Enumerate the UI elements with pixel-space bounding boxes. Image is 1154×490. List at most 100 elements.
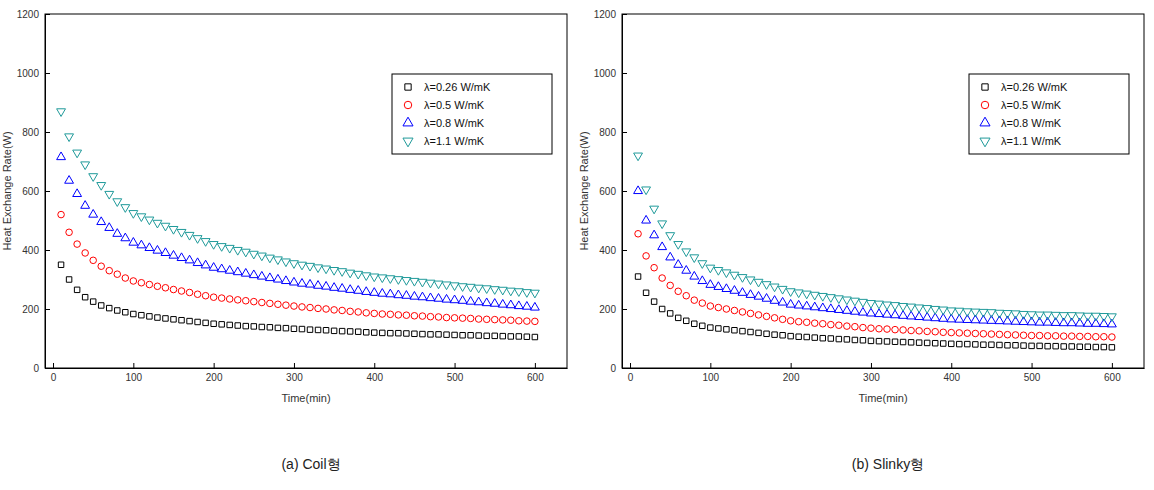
x-tick-mark xyxy=(455,363,456,368)
point xyxy=(428,332,433,337)
point xyxy=(1053,343,1058,348)
legend-symbol xyxy=(980,138,990,147)
x-tick-mark xyxy=(1112,363,1113,368)
point xyxy=(683,292,690,299)
point xyxy=(675,315,680,320)
point xyxy=(355,309,362,316)
point xyxy=(234,297,241,304)
point xyxy=(714,268,723,276)
legend-label: λ=1.1 W/mK xyxy=(424,135,485,147)
point xyxy=(129,211,138,219)
point xyxy=(74,241,81,248)
point xyxy=(940,329,947,336)
point xyxy=(185,232,194,240)
y-tick-label: 400 xyxy=(599,245,616,256)
point xyxy=(1036,332,1043,339)
point xyxy=(755,312,762,319)
point xyxy=(460,333,465,338)
x-axis: 0100200300400500600 xyxy=(623,363,1145,383)
y-tick-mark xyxy=(622,191,627,192)
point xyxy=(530,302,539,310)
y-tick-mark xyxy=(45,191,50,192)
point xyxy=(778,297,787,305)
point xyxy=(354,286,363,294)
point xyxy=(323,328,328,333)
point xyxy=(1067,318,1076,326)
point xyxy=(981,342,986,347)
point xyxy=(242,297,249,304)
legend-label: λ=0.26 W/mK xyxy=(1001,81,1068,93)
point xyxy=(746,277,755,285)
point xyxy=(948,329,955,336)
point xyxy=(243,323,248,328)
point xyxy=(667,282,674,289)
point xyxy=(828,336,833,341)
point xyxy=(1027,317,1036,325)
point xyxy=(139,312,144,317)
point xyxy=(1013,343,1018,348)
point xyxy=(875,309,884,317)
point xyxy=(434,281,443,289)
point xyxy=(1068,333,1075,340)
point xyxy=(114,271,121,278)
point xyxy=(1101,344,1106,349)
y-tick-label: 600 xyxy=(22,186,39,197)
point xyxy=(259,324,264,329)
point xyxy=(820,335,825,340)
point xyxy=(131,311,136,316)
point xyxy=(635,274,640,279)
x-tick-mark xyxy=(630,363,631,368)
point xyxy=(57,109,66,117)
x-tick-label: 200 xyxy=(783,372,800,383)
x-tick-mark xyxy=(791,363,792,368)
point xyxy=(257,253,266,261)
point xyxy=(1019,317,1028,325)
point xyxy=(273,274,282,282)
series xyxy=(634,186,1117,327)
point xyxy=(1091,319,1100,327)
y-axis: 020040060080010001200 xyxy=(17,9,50,374)
point xyxy=(275,325,280,330)
point xyxy=(209,242,218,250)
point xyxy=(1044,333,1051,340)
point xyxy=(988,331,995,338)
point xyxy=(378,289,387,297)
point xyxy=(211,321,216,326)
y-tick: 1200 xyxy=(17,9,50,20)
legend-symbol xyxy=(404,101,411,108)
y-tick: 200 xyxy=(599,304,627,315)
point xyxy=(138,279,145,286)
x-tick-label: 0 xyxy=(51,372,57,383)
point xyxy=(121,205,130,213)
point xyxy=(747,310,754,317)
point xyxy=(201,239,210,247)
point xyxy=(995,310,1004,318)
point xyxy=(283,325,288,330)
point xyxy=(826,304,835,312)
series xyxy=(58,262,537,340)
point xyxy=(195,319,200,324)
legend-symbol xyxy=(981,101,988,108)
point xyxy=(643,290,648,295)
series xyxy=(634,153,1117,321)
point xyxy=(658,242,667,250)
point xyxy=(508,334,513,339)
point xyxy=(233,247,242,255)
point xyxy=(506,288,515,296)
point xyxy=(1043,312,1052,320)
point xyxy=(1012,332,1019,339)
point xyxy=(530,290,539,298)
point xyxy=(762,282,771,290)
point xyxy=(650,230,659,238)
point xyxy=(868,325,875,332)
point xyxy=(716,326,721,331)
point xyxy=(795,318,802,325)
point xyxy=(490,287,499,295)
x-tick-label: 0 xyxy=(628,372,634,383)
y-tick-label: 200 xyxy=(22,304,39,315)
y-tick-label: 400 xyxy=(22,245,39,256)
point xyxy=(267,325,272,330)
point xyxy=(1029,343,1034,348)
y-tick-mark xyxy=(45,73,50,74)
point xyxy=(949,341,954,346)
